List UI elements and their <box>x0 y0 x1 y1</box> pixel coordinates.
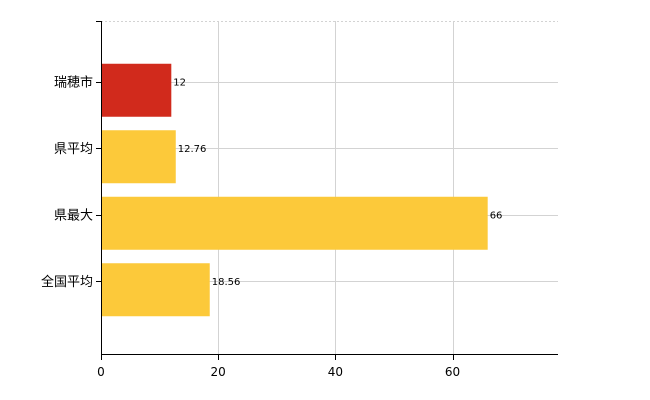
bar-2 <box>101 196 488 250</box>
x-tick-label-0: 0 <box>97 365 105 379</box>
x-tick-label-2: 40 <box>328 365 343 379</box>
bar-3 <box>101 263 210 317</box>
x-tick-label-1: 20 <box>211 365 226 379</box>
data-label-2: 66 <box>490 211 503 222</box>
bars: 12 12.76 66 18.56 <box>101 63 503 317</box>
category-label-2: 県最大 <box>54 209 93 224</box>
category-label-0: 瑞穂市 <box>54 75 93 91</box>
category-label-3: 全国平均 <box>41 274 93 290</box>
category-label-1: 県平均 <box>54 142 93 157</box>
bar-1 <box>101 130 176 184</box>
data-label-1: 12.76 <box>178 144 207 155</box>
x-tick-label-3: 60 <box>445 365 460 379</box>
data-label-3: 18.56 <box>212 277 241 288</box>
data-label-0: 12 <box>173 78 186 89</box>
bar-0 <box>101 63 172 117</box>
